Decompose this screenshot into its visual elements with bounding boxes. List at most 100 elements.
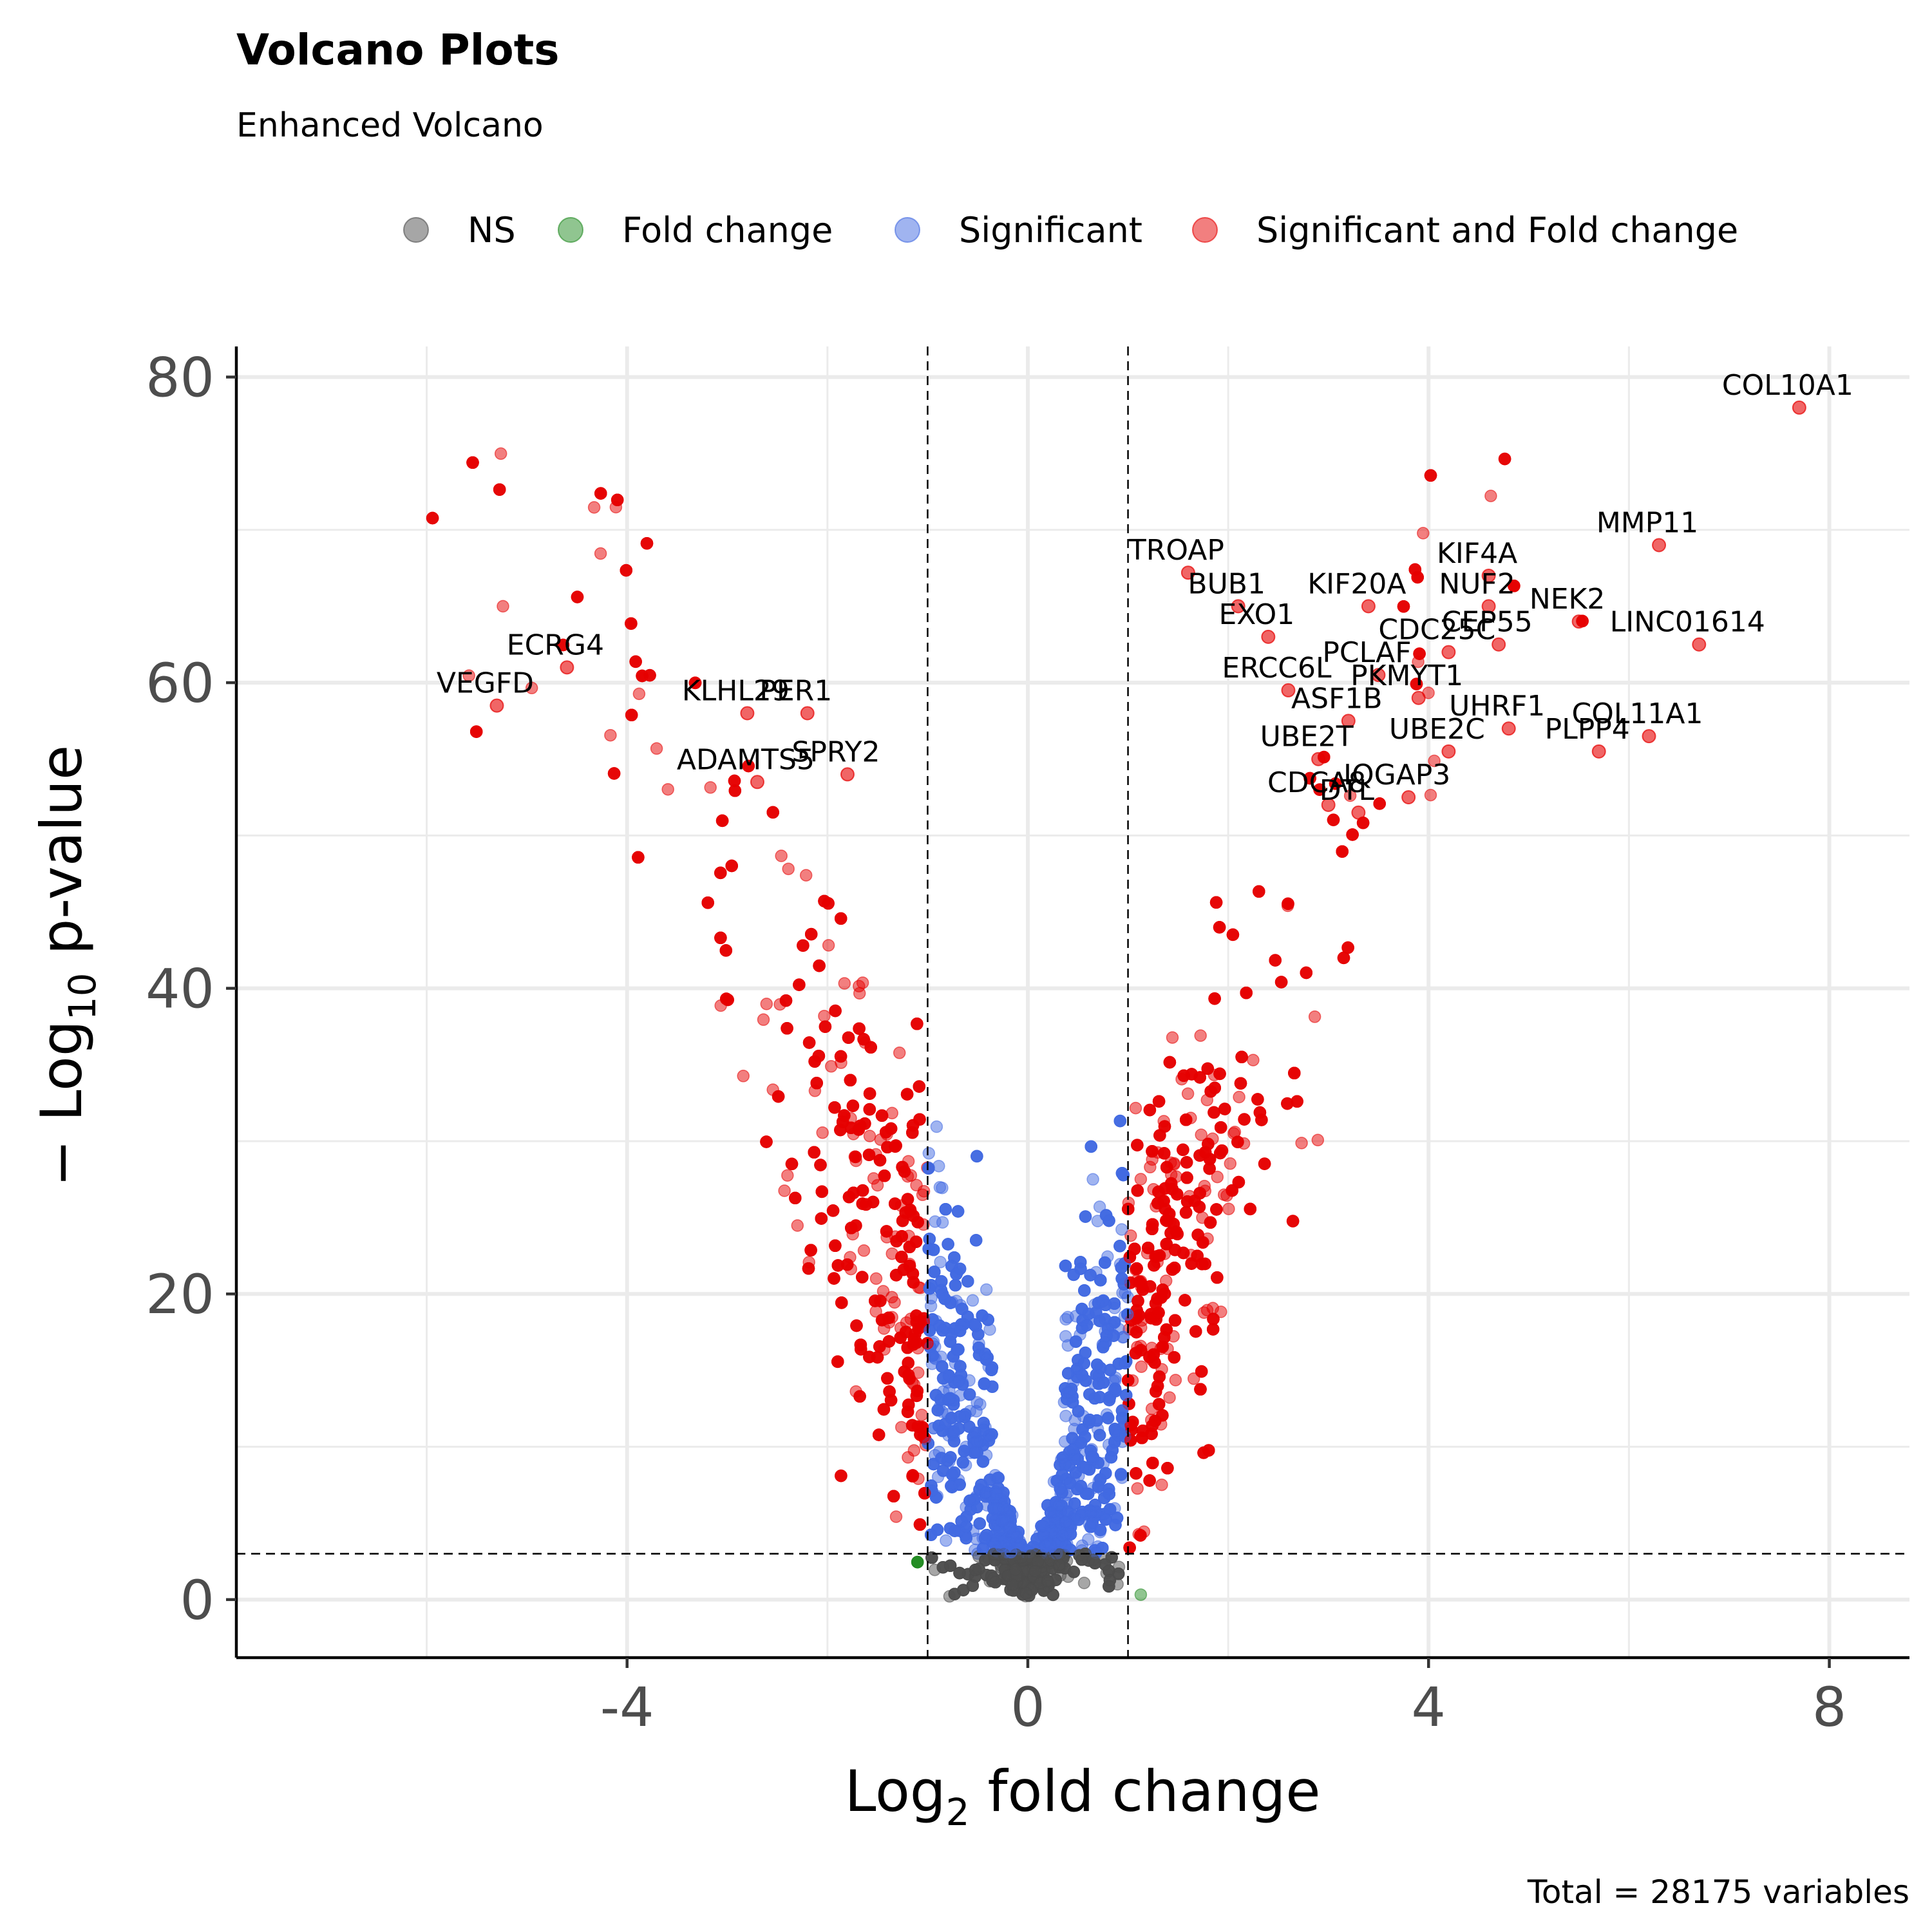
data-point <box>1134 1529 1147 1542</box>
data-point <box>1269 954 1282 967</box>
data-point <box>1132 1294 1144 1308</box>
data-point <box>828 1101 841 1114</box>
data-point <box>701 896 714 909</box>
data-point <box>1077 1577 1091 1589</box>
data-point <box>1152 1095 1166 1108</box>
data-point <box>911 1215 924 1229</box>
data-point <box>1161 1462 1174 1475</box>
data-point <box>1207 1312 1220 1325</box>
data-point <box>556 638 570 652</box>
data-point <box>922 1162 935 1175</box>
data-point <box>842 1031 855 1044</box>
data-point <box>714 931 727 945</box>
data-point <box>863 1130 876 1142</box>
data-point <box>1373 797 1386 810</box>
data-point <box>1180 1171 1193 1184</box>
data-point <box>1093 1314 1106 1327</box>
data-point <box>1428 754 1441 768</box>
data-point <box>1180 1156 1193 1169</box>
data-point <box>1204 1084 1217 1098</box>
chart-title: Volcano Plots <box>236 25 560 75</box>
data-point <box>1300 966 1313 980</box>
data-point <box>913 1080 926 1093</box>
data-point <box>714 866 727 880</box>
data-point <box>802 1036 816 1049</box>
data-point <box>888 1296 901 1309</box>
data-point <box>877 1403 891 1416</box>
data-point <box>719 944 733 957</box>
data-point <box>1329 777 1342 790</box>
data-point <box>1286 1215 1300 1227</box>
data-point <box>1019 1586 1032 1600</box>
legend-key-3 <box>1192 217 1218 243</box>
data-point <box>1295 1137 1308 1150</box>
data-point <box>871 1350 884 1364</box>
data-point <box>954 1359 967 1373</box>
data-point <box>494 447 507 460</box>
data-point <box>887 1490 900 1503</box>
data-point <box>881 1372 894 1385</box>
data-point <box>956 1456 969 1469</box>
data-point <box>1163 1056 1177 1069</box>
data-point <box>822 939 835 952</box>
data-point <box>1101 1412 1115 1425</box>
data-point <box>1130 1325 1143 1339</box>
data-point <box>757 1013 770 1027</box>
data-point <box>831 1259 845 1272</box>
data-point <box>782 862 795 875</box>
data-point <box>1079 1210 1092 1223</box>
data-point <box>862 1148 876 1161</box>
data-point <box>1086 1173 1099 1186</box>
data-point <box>611 493 624 507</box>
data-point <box>980 1283 993 1296</box>
data-point <box>810 1077 823 1090</box>
data-point <box>1135 1360 1148 1373</box>
data-point <box>1303 772 1316 785</box>
data-point <box>497 600 509 613</box>
data-point <box>1093 1200 1106 1213</box>
data-point <box>1177 1246 1190 1260</box>
data-point <box>1337 951 1350 965</box>
data-point <box>789 1191 802 1205</box>
data-point <box>1397 600 1410 613</box>
data-point <box>1134 1588 1148 1601</box>
data-point <box>1131 1482 1144 1495</box>
data-point <box>1074 1262 1087 1275</box>
data-point <box>951 1205 965 1218</box>
data-point <box>661 782 674 796</box>
data-point <box>1410 677 1423 690</box>
data-point <box>888 1197 902 1210</box>
data-point <box>1258 1157 1271 1170</box>
data-point <box>1158 1147 1171 1160</box>
data-point <box>906 1470 919 1482</box>
data-point <box>936 1216 949 1229</box>
data-point <box>778 1184 791 1197</box>
legend-label-3: Significant and Fold change <box>1256 210 1738 251</box>
data-point <box>493 483 506 496</box>
data-point <box>1251 1093 1264 1106</box>
data-point <box>1153 1370 1166 1383</box>
data-point <box>808 1146 820 1159</box>
data-point <box>856 1271 869 1283</box>
data-point <box>1177 1143 1189 1157</box>
data-point <box>1113 1114 1127 1128</box>
data-point <box>978 1531 992 1545</box>
data-point <box>934 1255 947 1269</box>
data-point <box>1413 647 1426 660</box>
data-point <box>1068 1497 1081 1510</box>
legend: NS Fold change Significant Significant and … <box>403 210 1738 251</box>
data-point <box>1169 1374 1182 1387</box>
data-point <box>779 994 793 1007</box>
data-point <box>974 1397 987 1411</box>
data-point <box>1194 1029 1207 1042</box>
data-point <box>1253 1106 1267 1119</box>
data-point <box>915 1408 929 1421</box>
data-point <box>1166 1031 1179 1044</box>
data-point <box>1346 828 1359 841</box>
data-point <box>1109 1519 1122 1531</box>
data-point <box>826 1204 840 1217</box>
data-point <box>1115 1261 1128 1274</box>
data-point <box>895 1421 908 1434</box>
data-point <box>971 1150 983 1163</box>
data-point <box>1224 1157 1237 1170</box>
